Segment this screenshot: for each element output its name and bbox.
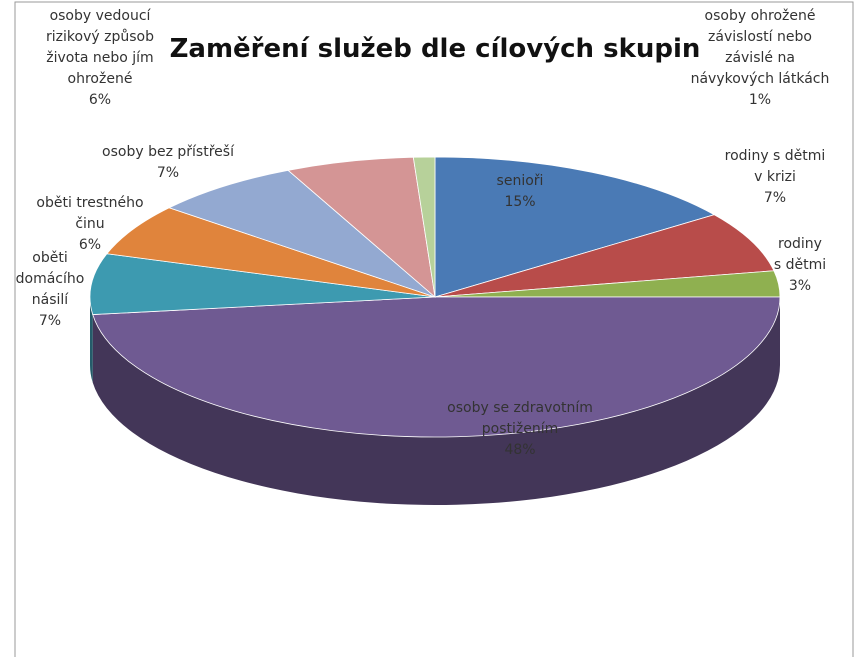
- slice: [287, 156, 436, 299]
- slice-value-label: 7%: [764, 190, 786, 206]
- chart-title: Zaměření služeb dle cílových skupin: [170, 34, 701, 64]
- slice: [434, 214, 775, 298]
- slice-label: rodiny s dětmi v krizi: [725, 148, 826, 185]
- slice-value-label: 48%: [504, 442, 535, 458]
- slice-label: senioři: [497, 173, 544, 189]
- slice-value-label: 7%: [157, 165, 179, 181]
- slice-label: oběti trestného činu: [36, 195, 143, 232]
- pie: [89, 156, 781, 506]
- slice-label: osoby vedoucí rizikový způsob života nebo …: [46, 8, 154, 87]
- slice-value-label: 3%: [789, 278, 811, 294]
- slice-value-label: 15%: [504, 194, 535, 210]
- slice-value-label: 7%: [39, 313, 61, 329]
- slice-side: [92, 297, 780, 506]
- slice-label: osoby bez přístřeší: [102, 144, 235, 160]
- slice-label: oběti domácího násilí: [16, 250, 85, 308]
- slice-value-label: 6%: [79, 237, 101, 253]
- slice-label: osoby se zdravotním postižením: [447, 400, 593, 437]
- slice-side: [90, 297, 93, 383]
- frame: [14, 1, 854, 661]
- slice: [434, 156, 716, 298]
- slice: [168, 169, 436, 298]
- slice: [412, 156, 436, 298]
- slice-value-label: 1%: [749, 92, 771, 108]
- slice-label: rodiny s dětmi: [774, 236, 826, 273]
- slice: [89, 253, 436, 315]
- slice: [92, 296, 781, 438]
- slice-label: osoby ohrožené závislostí nebo závislé na n…: [691, 8, 830, 87]
- slice-value-label: 6%: [89, 92, 111, 108]
- slice: [106, 207, 436, 298]
